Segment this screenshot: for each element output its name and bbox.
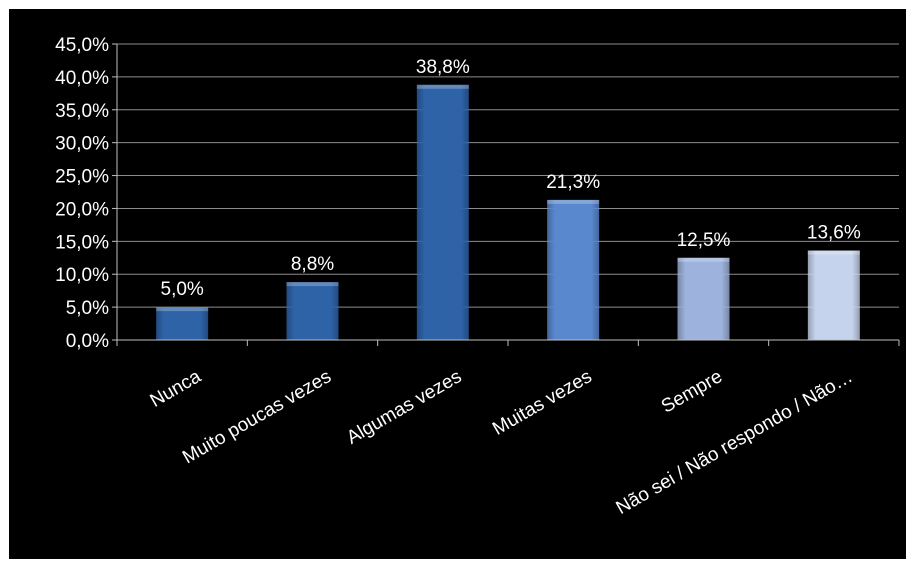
- y-tick-label: 20,0%: [55, 199, 109, 220]
- y-tick-label: 35,0%: [55, 101, 109, 122]
- category-label-3: Algumas vezes: [343, 366, 465, 449]
- axes: [112, 43, 900, 346]
- category-label-4: Muitas vezes: [489, 366, 596, 440]
- bar-6: [807, 250, 860, 340]
- category-label-6: Não sei / Não respondo / Não…: [613, 366, 857, 519]
- y-tick-label: 10,0%: [55, 265, 109, 286]
- data-label-2: 8,8%: [291, 254, 334, 275]
- data-label-3: 38,8%: [416, 57, 470, 78]
- bar-3-bevel: [416, 84, 469, 89]
- gridlines: [117, 43, 899, 308]
- y-tick-label: 0,0%: [66, 331, 109, 352]
- data-label-5: 12,5%: [677, 230, 731, 251]
- bar-4: [547, 199, 600, 340]
- y-tick-label: 5,0%: [66, 298, 109, 319]
- y-tick-label: 30,0%: [55, 134, 109, 155]
- data-label-4: 21,3%: [546, 172, 600, 193]
- data-label-6: 13,6%: [807, 223, 861, 244]
- category-label-1: Nunca: [147, 366, 205, 412]
- bar-5: [677, 257, 730, 340]
- y-tick-label: 45,0%: [55, 35, 109, 56]
- bar-5-bevel: [677, 257, 730, 262]
- bar-2: [286, 282, 339, 340]
- bar-6-bevel: [807, 250, 860, 255]
- y-tick-label: 40,0%: [55, 68, 109, 89]
- bars: [156, 84, 860, 340]
- bar-4-bevel: [547, 199, 600, 204]
- y-tick-label: 25,0%: [55, 167, 109, 188]
- bar-chart: 0,0% 5,0% 10,0% 15,0% 20,0% 25,0% 30,0% 35,0% 40…: [55, 35, 900, 519]
- bar-1: [156, 307, 209, 340]
- category-label-5: Sempre: [658, 366, 726, 417]
- bar-1-bevel: [156, 307, 209, 312]
- y-tick-label: 15,0%: [55, 232, 109, 253]
- bar-2-bevel: [286, 282, 339, 287]
- chart-frame: 0,0% 5,0% 10,0% 15,0% 20,0% 25,0% 30,0% 35,0% 40…: [9, 9, 906, 559]
- data-label-1: 5,0%: [161, 279, 204, 300]
- bar-3: [416, 84, 469, 340]
